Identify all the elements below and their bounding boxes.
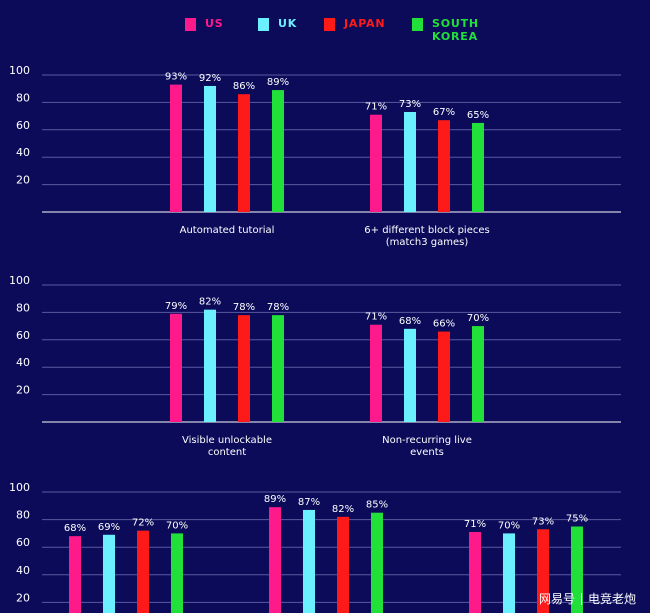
category-label: content <box>208 447 246 458</box>
bar <box>472 326 484 422</box>
category-label: events <box>410 447 444 458</box>
legend-swatch <box>185 18 196 31</box>
bar <box>204 309 216 422</box>
bar <box>537 529 549 613</box>
bar <box>571 526 583 613</box>
y-tick-label: 80 <box>16 509 30 522</box>
bar <box>469 532 481 613</box>
data-label: 87% <box>298 497 320 508</box>
bar <box>438 331 450 422</box>
data-label: 93% <box>165 72 187 83</box>
data-label: 79% <box>165 301 187 312</box>
y-tick-label: 80 <box>16 91 30 104</box>
watermark-brand: 网易号 <box>538 592 575 606</box>
legend-item-us: US <box>185 17 223 31</box>
bar <box>69 536 81 613</box>
data-label: 89% <box>264 494 286 505</box>
data-label: 82% <box>199 297 221 308</box>
watermark-divider <box>580 592 582 605</box>
y-tick-label: 20 <box>16 174 30 187</box>
legend-label: UK <box>278 17 298 30</box>
data-label: 71% <box>464 519 486 530</box>
y-tick-label: 20 <box>16 591 30 604</box>
bar <box>371 512 383 613</box>
data-label: 75% <box>566 514 588 525</box>
data-label: 65% <box>467 110 489 121</box>
bar <box>272 315 284 422</box>
watermark-author: 电竞老炮 <box>587 592 636 606</box>
legend-label: US <box>205 17 224 30</box>
data-label: 71% <box>365 312 387 323</box>
legend-swatch <box>324 18 335 31</box>
legend-item-uk: UK <box>258 17 297 31</box>
y-tick-label: 40 <box>16 146 30 159</box>
category-label: 6+ different block pieces <box>364 225 489 236</box>
y-tick-label: 60 <box>16 329 30 342</box>
bar <box>170 84 182 212</box>
data-label: 92% <box>199 73 221 84</box>
bar <box>370 324 382 422</box>
data-label: 89% <box>267 77 289 88</box>
data-label: 69% <box>98 522 120 533</box>
data-label: 73% <box>532 516 554 527</box>
bar <box>438 120 450 212</box>
legend-item-south-korea: SOUTH KOREA <box>412 17 479 43</box>
data-label: 70% <box>467 313 489 324</box>
data-label: 72% <box>132 518 154 529</box>
bar <box>137 530 149 613</box>
bar <box>103 534 115 613</box>
bar <box>269 507 281 613</box>
data-label: 78% <box>233 302 255 313</box>
legend-swatch <box>412 18 423 31</box>
bar <box>170 313 182 422</box>
data-label: 68% <box>64 523 86 534</box>
bar <box>404 111 416 212</box>
legend: US UK JAPAN SOUTH KOREA <box>0 0 650 50</box>
y-tick-label: 100 <box>9 274 30 287</box>
bar <box>472 122 484 212</box>
data-label: 71% <box>365 102 387 113</box>
category-label: Visible unlockable <box>182 435 272 446</box>
category-label: (match3 games) <box>386 237 469 248</box>
bar <box>337 516 349 613</box>
legend-label: SOUTH KOREA <box>432 17 479 43</box>
data-label: 73% <box>399 99 421 110</box>
data-label: 70% <box>166 520 188 531</box>
y-tick-label: 100 <box>9 481 30 494</box>
data-label: 78% <box>267 302 289 313</box>
bar <box>171 533 183 613</box>
watermark: 网易号 电竞老炮 <box>539 590 636 607</box>
legend-item-japan: JAPAN <box>324 17 385 31</box>
data-label: 66% <box>433 319 455 330</box>
data-label: 70% <box>498 520 520 531</box>
legend-label: JAPAN <box>344 17 386 30</box>
data-label: 67% <box>433 107 455 118</box>
y-tick-label: 40 <box>16 356 30 369</box>
y-tick-label: 40 <box>16 564 30 577</box>
data-label: 68% <box>399 316 421 327</box>
y-tick-label: 20 <box>16 384 30 397</box>
data-label: 86% <box>233 81 255 92</box>
bar <box>238 315 250 422</box>
bar <box>404 328 416 422</box>
y-tick-label: 60 <box>16 119 30 132</box>
y-tick-label: 80 <box>16 301 30 314</box>
data-label: 82% <box>332 504 354 515</box>
bar <box>370 114 382 212</box>
category-label: Non-recurring live <box>382 435 472 446</box>
y-tick-label: 60 <box>16 536 30 549</box>
bar <box>303 509 315 613</box>
data-label: 85% <box>366 500 388 511</box>
legend-swatch <box>258 18 269 31</box>
bar <box>272 90 284 212</box>
category-label: Automated tutorial <box>180 225 275 236</box>
bar <box>238 94 250 212</box>
bar <box>204 85 216 212</box>
y-tick-label: 100 <box>9 64 30 77</box>
bar <box>503 533 515 613</box>
